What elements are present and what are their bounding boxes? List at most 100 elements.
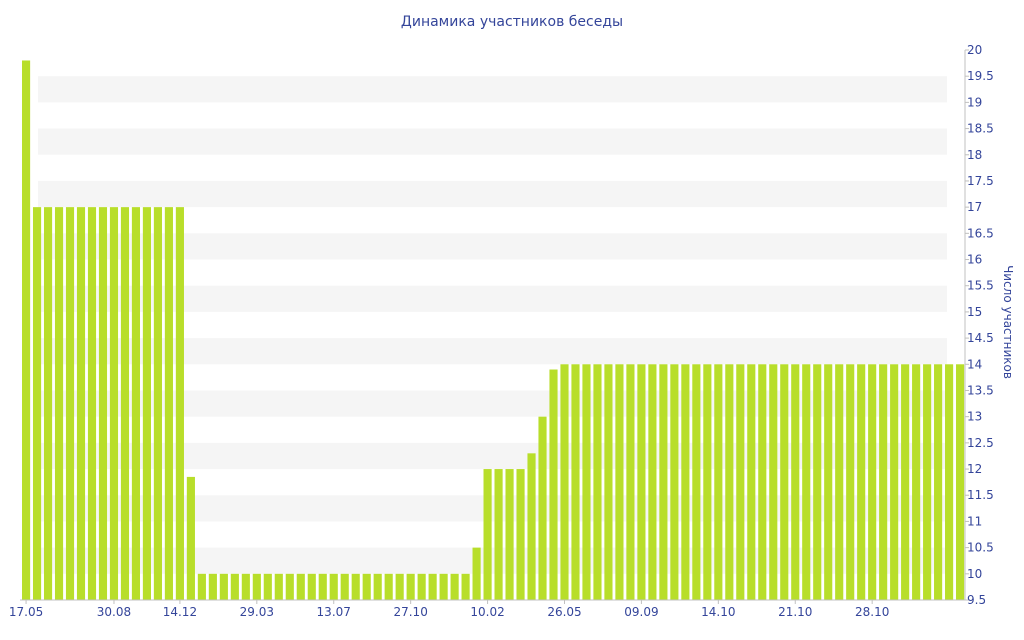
bar bbox=[527, 453, 536, 600]
bar bbox=[274, 573, 283, 600]
bar bbox=[648, 364, 657, 600]
bar bbox=[626, 364, 635, 600]
y-tick-label: 12.5 bbox=[967, 436, 994, 450]
bar bbox=[780, 364, 789, 600]
bar bbox=[615, 364, 624, 600]
y-tick-label: 14.5 bbox=[967, 331, 994, 345]
bar bbox=[384, 573, 393, 600]
bar bbox=[703, 364, 712, 600]
bar bbox=[747, 364, 756, 600]
bar bbox=[472, 547, 481, 600]
bar bbox=[571, 364, 580, 600]
bar bbox=[65, 207, 75, 600]
grid-band bbox=[38, 442, 947, 470]
bar bbox=[868, 364, 877, 600]
bar bbox=[329, 573, 338, 600]
bar bbox=[252, 573, 261, 600]
bar bbox=[879, 364, 888, 600]
bar bbox=[725, 364, 734, 600]
y-tick-label: 13.5 bbox=[967, 383, 994, 397]
y-tick-label: 18 bbox=[967, 148, 982, 162]
bar bbox=[956, 364, 965, 600]
y-tick-label: 10 bbox=[967, 567, 982, 581]
bar bbox=[758, 364, 767, 600]
x-tick-label: 21.10 bbox=[778, 605, 812, 619]
y-tick-label: 14 bbox=[967, 357, 982, 371]
bar bbox=[681, 364, 690, 600]
bar bbox=[934, 364, 943, 600]
bar bbox=[362, 573, 371, 600]
y-tick-label: 12 bbox=[967, 462, 982, 476]
x-tick-label: 10.02 bbox=[470, 605, 504, 619]
y-tick-label: 19 bbox=[967, 95, 982, 109]
bar bbox=[263, 573, 272, 600]
y-tick-label: 16 bbox=[967, 253, 982, 267]
bar bbox=[153, 207, 162, 600]
bar bbox=[131, 207, 141, 600]
y-tick-label: 11.5 bbox=[967, 488, 994, 502]
bar bbox=[560, 364, 569, 600]
bar bbox=[43, 207, 53, 600]
bar bbox=[395, 573, 404, 600]
bar bbox=[593, 364, 602, 600]
y-tick-label: 9.5 bbox=[967, 593, 986, 607]
bar bbox=[164, 207, 173, 600]
bar bbox=[912, 364, 921, 600]
y-tick-label: 17 bbox=[967, 200, 982, 214]
bar bbox=[835, 364, 844, 600]
chart-title: Динамика участников беседы bbox=[400, 14, 624, 30]
x-tick-label: 30.08 bbox=[97, 605, 131, 619]
bar bbox=[582, 364, 591, 600]
y-tick-label: 18.5 bbox=[967, 122, 994, 136]
y-tick-label: 20 bbox=[967, 43, 982, 57]
bar bbox=[483, 469, 492, 600]
y-tick-label: 19.5 bbox=[967, 69, 994, 83]
x-tick-label: 13.07 bbox=[317, 605, 351, 619]
bar bbox=[670, 364, 679, 600]
bar bbox=[373, 573, 382, 600]
bar bbox=[439, 573, 448, 600]
bar bbox=[923, 364, 932, 600]
bar bbox=[351, 573, 360, 600]
bar bbox=[945, 364, 954, 600]
grid-band bbox=[38, 128, 947, 155]
x-tick-label: 14.12 bbox=[163, 605, 197, 619]
grid-band bbox=[38, 495, 947, 522]
x-tick-label: 28.10 bbox=[855, 605, 889, 619]
bar bbox=[538, 416, 547, 600]
grid-band bbox=[38, 285, 947, 312]
y-tick-label: 16.5 bbox=[967, 226, 994, 240]
bar bbox=[659, 364, 668, 600]
bar bbox=[901, 364, 910, 600]
bar bbox=[791, 364, 800, 600]
bar bbox=[428, 573, 437, 600]
bar bbox=[142, 207, 151, 600]
bar bbox=[769, 364, 778, 600]
x-tick-label: 14.10 bbox=[701, 605, 735, 619]
bar bbox=[417, 573, 426, 600]
bar bbox=[186, 476, 195, 600]
x-tick-label: 17.05 bbox=[9, 605, 43, 619]
bar bbox=[505, 469, 514, 600]
bar bbox=[890, 364, 899, 600]
x-tick-label: 09.09 bbox=[624, 605, 658, 619]
bar bbox=[494, 469, 503, 600]
y-tick-label: 15 bbox=[967, 305, 982, 319]
y-tick-label: 15.5 bbox=[967, 279, 994, 293]
bar bbox=[230, 573, 239, 600]
bar bbox=[813, 364, 822, 600]
bar bbox=[175, 207, 184, 600]
bar bbox=[109, 207, 119, 600]
x-tick-label: 29.03 bbox=[240, 605, 274, 619]
bar bbox=[824, 364, 833, 600]
bar bbox=[208, 573, 217, 600]
grid-band bbox=[38, 76, 947, 103]
grid-band bbox=[38, 547, 947, 574]
bar bbox=[714, 364, 723, 600]
bar bbox=[604, 364, 613, 600]
grid-band bbox=[38, 390, 947, 417]
bar bbox=[296, 573, 305, 600]
bar bbox=[32, 207, 42, 600]
grid-band bbox=[38, 338, 947, 365]
bar bbox=[802, 364, 811, 600]
